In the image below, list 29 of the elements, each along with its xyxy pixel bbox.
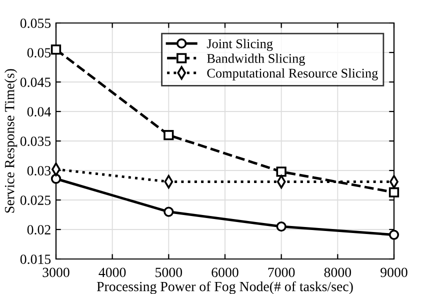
y-tick-label: 0.04 — [27, 107, 51, 117]
y-tick-label: 0.035 — [20, 136, 51, 146]
x-tick-label: 6000 — [212, 268, 238, 278]
x-tick-label: 4000 — [98, 268, 126, 278]
y-tick-label: 0.025 — [20, 196, 51, 206]
y-tick-label: 0.055 — [20, 18, 51, 28]
x-axis-title: Processing Power of Fog Node(# of tasks/sec) — [96, 281, 353, 294]
legend-label: Bandwidth Slicing — [207, 54, 305, 66]
x-tick-label: 5000 — [156, 268, 182, 278]
y-tick-label: 0.02 — [27, 225, 50, 235]
y-tick-label: 0.05 — [27, 48, 51, 58]
x-tick-label: 9000 — [380, 268, 408, 278]
point — [50, 174, 62, 184]
x-tick-label: 7000 — [268, 268, 295, 278]
y-tick-label: 0.015 — [20, 254, 51, 264]
y-tick-label: 0.045 — [20, 78, 51, 88]
x-tick-label: 3000 — [42, 268, 70, 278]
point — [164, 206, 174, 217]
point — [164, 130, 174, 140]
point — [276, 166, 286, 177]
legend-label: Computational Resource Slicing — [207, 68, 378, 80]
point — [276, 221, 286, 232]
point — [388, 187, 400, 198]
point — [388, 230, 400, 240]
x-tick-label: 8000 — [324, 268, 352, 278]
point — [50, 44, 62, 55]
y-tick-label: 0.03 — [27, 166, 51, 176]
y-axis-title: Service Response Time(s) — [4, 69, 18, 213]
legend-label: Joint Slicing — [206, 38, 273, 51]
